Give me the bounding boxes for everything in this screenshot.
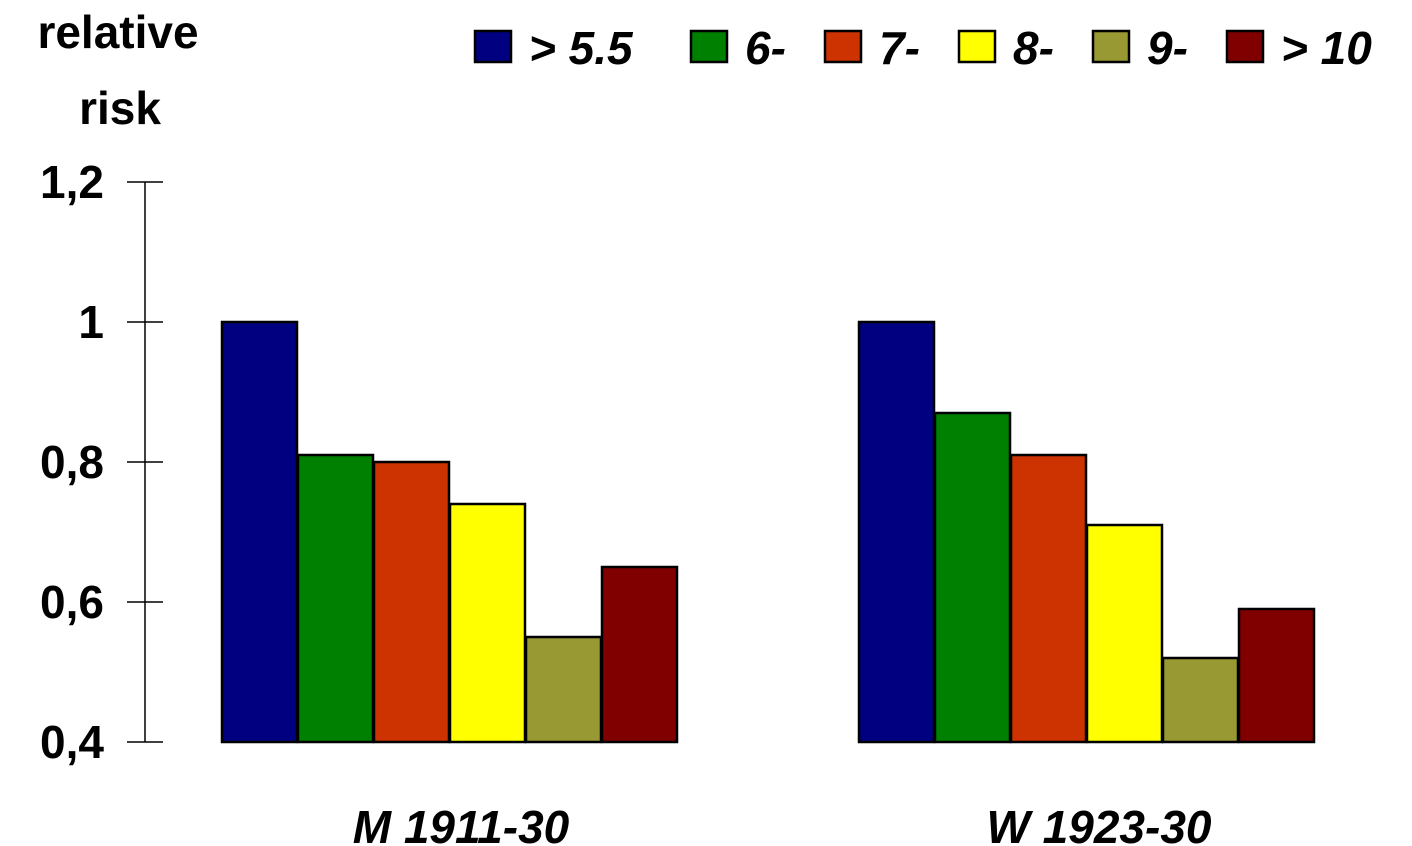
bar-w-series-3 bbox=[1009, 453, 1088, 744]
bar-m-series-6 bbox=[600, 565, 679, 744]
bar-m-series-1 bbox=[220, 320, 299, 744]
bar-w-series-5 bbox=[1161, 656, 1240, 744]
y-ticks: 0,4 0,6 0,8 1 1,2 bbox=[40, 156, 163, 768]
legend-label: 9- bbox=[1147, 22, 1188, 74]
legend-swatch bbox=[1225, 29, 1265, 64]
legend-swatch bbox=[957, 29, 997, 64]
y-axis-label-line-1: relative bbox=[37, 6, 198, 58]
bar-w-series-1 bbox=[857, 320, 936, 744]
bar-w-series-2 bbox=[933, 411, 1012, 744]
y-tick-label: 1,2 bbox=[40, 156, 104, 208]
bar-w-series-4 bbox=[1085, 523, 1164, 744]
y-axis-label-line-2: risk bbox=[79, 82, 161, 134]
y-tick-label: 0,4 bbox=[40, 716, 104, 768]
y-tick-label: 0,8 bbox=[40, 436, 104, 488]
legend-swatch bbox=[1091, 29, 1131, 64]
category-label: W 1923-30 bbox=[986, 801, 1211, 846]
legend-label: 6- bbox=[745, 22, 786, 74]
legend-swatch bbox=[689, 29, 729, 64]
legend-label: 7- bbox=[879, 22, 920, 74]
bar-m-series-2 bbox=[296, 453, 375, 744]
legend-swatch bbox=[473, 29, 513, 64]
legend-label: 8- bbox=[1013, 22, 1054, 74]
bars bbox=[220, 320, 1316, 744]
legend-label: > 10 bbox=[1281, 22, 1372, 74]
category-labels: M 1911-30 W 1923-30 bbox=[353, 801, 1212, 846]
y-tick-label: 1 bbox=[78, 296, 104, 348]
category-label: M 1911-30 bbox=[353, 801, 570, 846]
bar-m-series-5 bbox=[524, 635, 603, 744]
bar-m-series-3 bbox=[372, 460, 451, 744]
legend-label: > 5.5 bbox=[529, 22, 634, 74]
legend-swatch bbox=[823, 29, 863, 64]
legend: > 5.5 6- 7- 8- 9- > 10 bbox=[473, 22, 1372, 74]
y-tick-label: 0,6 bbox=[40, 576, 104, 628]
bar-m-series-4 bbox=[448, 502, 527, 744]
bar-w-series-6 bbox=[1237, 607, 1316, 744]
